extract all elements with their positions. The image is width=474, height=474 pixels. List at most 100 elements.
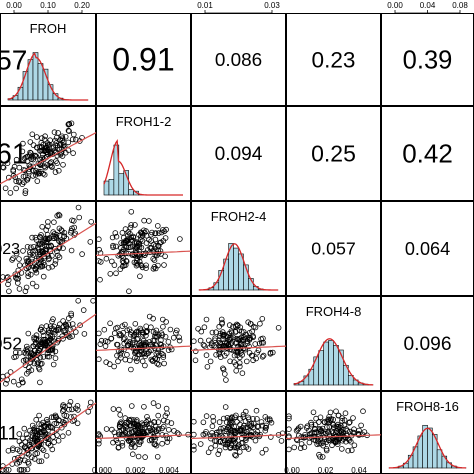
scatter-point [142,424,148,431]
bottom-tick-label: 0.02 [318,466,334,474]
scatter-point [197,441,204,447]
scatter-point [321,419,328,425]
scatter-point [191,338,197,345]
scatter-point [96,246,102,253]
scatter-point [200,341,207,348]
scatter-point [223,377,229,383]
scatter-point [18,376,25,383]
scatter-point [68,229,74,236]
scatter-point [97,276,103,283]
scatter-point [119,323,126,329]
scatter-point [13,156,20,163]
scatter-point [33,438,40,445]
scatter-point [342,410,349,417]
scatter-point [155,412,162,419]
scatter-point [123,244,130,251]
scatter-point [50,316,56,322]
scatter-point [154,333,161,340]
scatter-point [69,321,76,327]
correlation-value: 0.086 [215,50,262,71]
scatter-point [295,425,302,432]
scatter-point [159,425,165,432]
panel-frame-3-0 [0,296,96,391]
histogram-bar [128,189,134,196]
scatter-point [14,460,21,467]
scatter-point [239,440,246,446]
correlation-values: 0.910.0860.230.390.570.0940.250.420.610.… [0,42,453,445]
scatter-point [329,428,335,435]
scatter-point [47,335,54,342]
scatter-point [54,143,61,149]
scatter-point [55,326,62,333]
scatter-point [129,403,135,409]
scatter-point [243,444,250,450]
scatter-point [155,403,162,409]
scatter-point [160,423,167,430]
scatter-point [59,408,66,414]
scatter-point [311,430,318,437]
scatter-point [141,403,147,410]
scatter-point [233,444,239,451]
scatter-point [22,188,29,194]
variable-label: FROH [30,21,67,36]
scatter-point [130,417,137,423]
scatter-point [132,350,138,356]
smooth-line [95,434,192,440]
scatter-point [110,406,117,412]
scatter-point [207,358,214,365]
scatter-point [125,229,131,235]
scatter-point [335,421,341,428]
histogram-bar [333,345,339,386]
scatter-point [176,337,183,344]
scatter-point [200,431,207,438]
scatter-point [29,254,35,261]
scatter-point [33,445,40,452]
scatter-point [218,425,224,432]
scatter-point [54,339,60,346]
scatter-point [27,244,34,251]
scatter-point [213,438,220,444]
scatter-point [5,447,12,454]
scatter-point [65,121,72,128]
scatter-point [27,149,33,156]
scatter-point [230,334,237,341]
correlation-value: 0.057 [311,239,356,259]
scatter-point [59,137,65,144]
scatter-point [50,414,57,421]
scatter-point [58,227,65,233]
histogram-bar [118,173,125,196]
scatter-point [150,255,157,262]
scatter-point [52,355,59,362]
scatter-point [216,323,223,330]
scatter-point [20,248,26,254]
scatter-point [232,435,239,442]
scatter-point [203,352,210,359]
scatter-point [33,336,39,343]
panel-frame-1-0 [0,106,96,201]
scatter-point [22,190,29,197]
scatter-point [50,434,56,440]
scatter-point [160,323,166,330]
scatter-point [286,446,292,453]
scatter-point [122,335,128,342]
scatter-point [29,234,35,241]
correlation-value: 0.023 [0,241,20,258]
histogram-bar [318,350,324,386]
scatter-point [136,258,143,265]
scatter-point [155,419,162,425]
scatter-point [115,358,121,365]
scatter-point [143,262,149,269]
scatter-point [61,233,68,240]
scatter-point [27,139,34,145]
scatter-point [69,136,76,143]
smooth-line [0,222,97,284]
histogram-1: FROH1-2 [103,114,183,196]
scatter-point [48,163,55,170]
top-tick-label: 0.00 [6,1,22,10]
scatter-point [109,234,116,241]
scatter-point [3,467,9,473]
scatter-point [231,359,237,365]
density-line [103,138,183,196]
scatter-point [111,330,118,337]
scatter-point [37,361,44,367]
